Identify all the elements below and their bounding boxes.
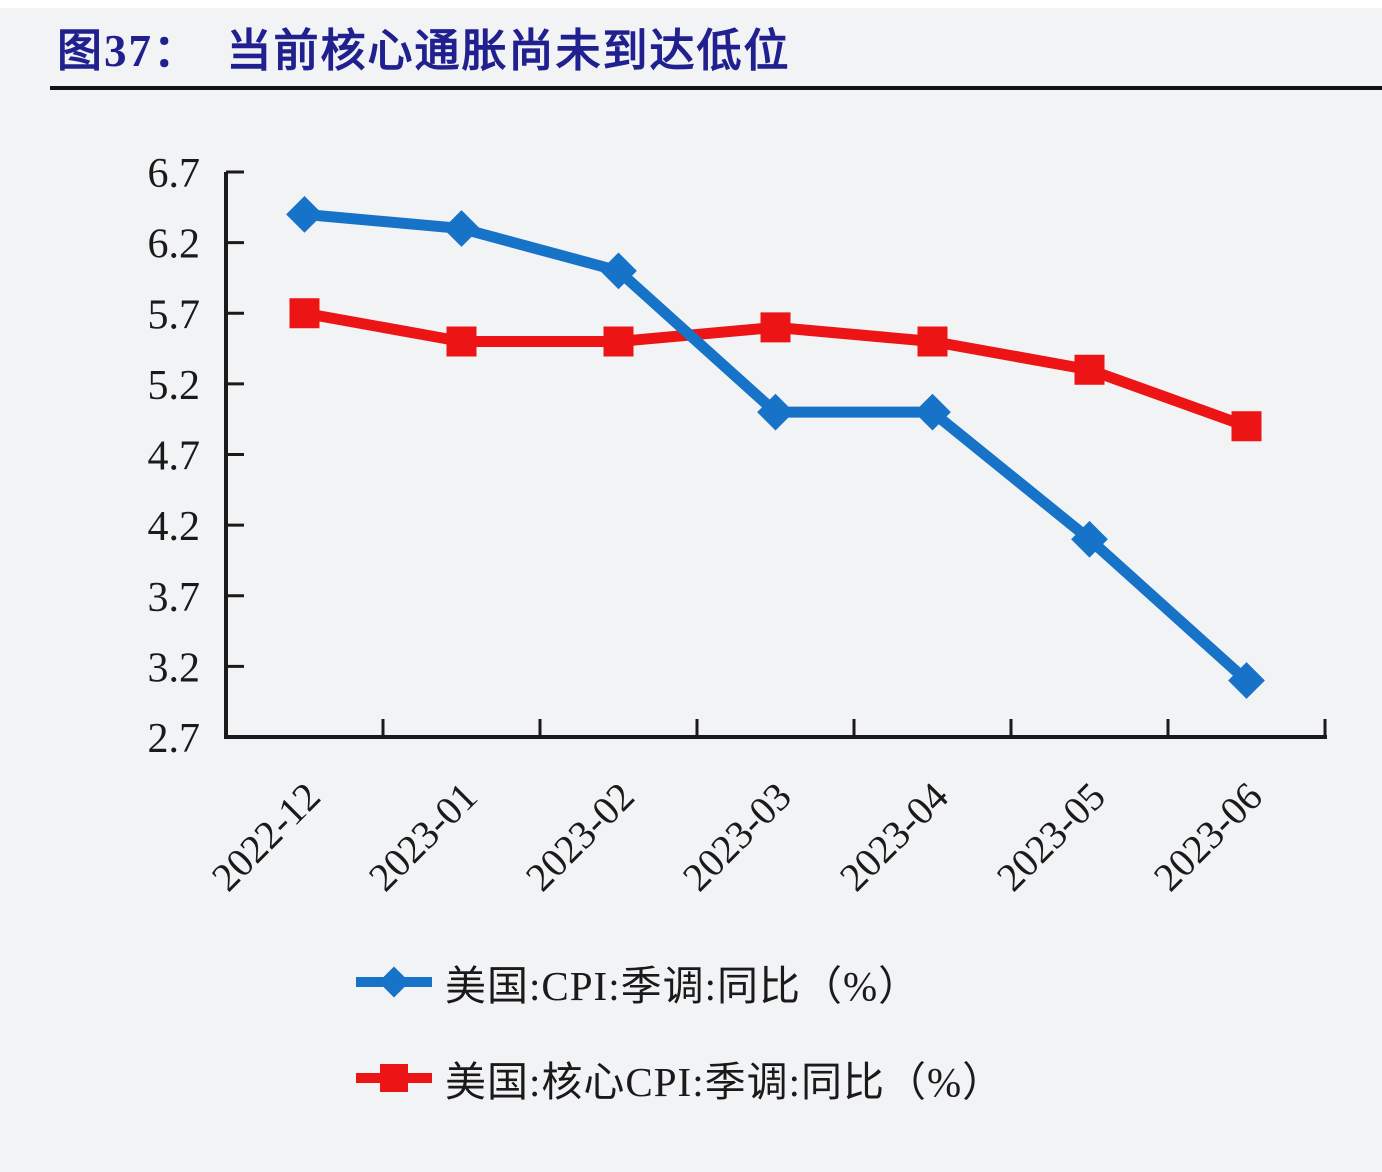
- x-tick-label: 2023-03: [674, 774, 800, 900]
- chart-title: 图37： 当前核心通胀尚未到达低位: [57, 26, 791, 76]
- data-point-diamond: [1071, 520, 1108, 558]
- y-tick-label: 6.7: [148, 151, 201, 197]
- cpi-line-marker-icon: [356, 966, 432, 998]
- data-point-square: [289, 298, 320, 329]
- data-point-square: [603, 326, 634, 357]
- y-tick-label: 6.2: [148, 222, 201, 268]
- x-tick-label: 2023-01: [360, 774, 486, 900]
- x-tick-label: 2023-02: [517, 774, 643, 900]
- x-tick-label: 2023-05: [988, 774, 1114, 900]
- axes: [224, 172, 1327, 739]
- data-point-square: [446, 326, 477, 357]
- x-tick-label: 2023-04: [831, 774, 957, 900]
- data-point-square: [1231, 411, 1262, 442]
- x-tick-label: 2023-06: [1145, 774, 1271, 900]
- legend-item-cpi: 美国:CPI:季调:同比（%）: [355, 952, 1004, 1012]
- y-tick-label: 2.7: [148, 716, 201, 762]
- title-divider-rule: [50, 86, 1382, 90]
- legend-item-core-cpi: 美国:核心CPI:季调:同比（%）: [355, 1048, 1004, 1108]
- legend-label-cpi: 美国:CPI:季调:同比（%）: [445, 963, 921, 1009]
- y-tick-label: 5.7: [148, 292, 201, 338]
- data-point-diamond: [443, 210, 480, 247]
- data-point-diamond: [1228, 662, 1265, 699]
- data-point-square: [917, 326, 948, 357]
- data-point-diamond: [914, 393, 951, 431]
- top-margin-strip: [0, 0, 1382, 8]
- data-point-square: [760, 312, 791, 343]
- y-tick-label: 3.7: [148, 575, 201, 621]
- series-line-cpi: [299, 208, 1252, 686]
- data-point-diamond: [286, 195, 323, 233]
- core-cpi-line-marker-icon: [356, 1064, 432, 1092]
- y-tick-label: 4.7: [148, 434, 201, 480]
- y-tick-label: 3.2: [148, 645, 201, 691]
- y-tick-label: 4.2: [148, 504, 201, 550]
- y-tick-label: 5.2: [148, 363, 201, 409]
- data-point-diamond: [757, 393, 794, 431]
- x-tick-label: 2022-12: [203, 774, 329, 900]
- legend-label-core-cpi: 美国:核心CPI:季调:同比（%）: [445, 1059, 1005, 1105]
- data-point-diamond: [600, 252, 637, 290]
- chart-legend: 美国:CPI:季调:同比（%） 美国:核心CPI:季调:同比（%）: [355, 952, 1004, 1108]
- data-point-square: [1074, 354, 1105, 385]
